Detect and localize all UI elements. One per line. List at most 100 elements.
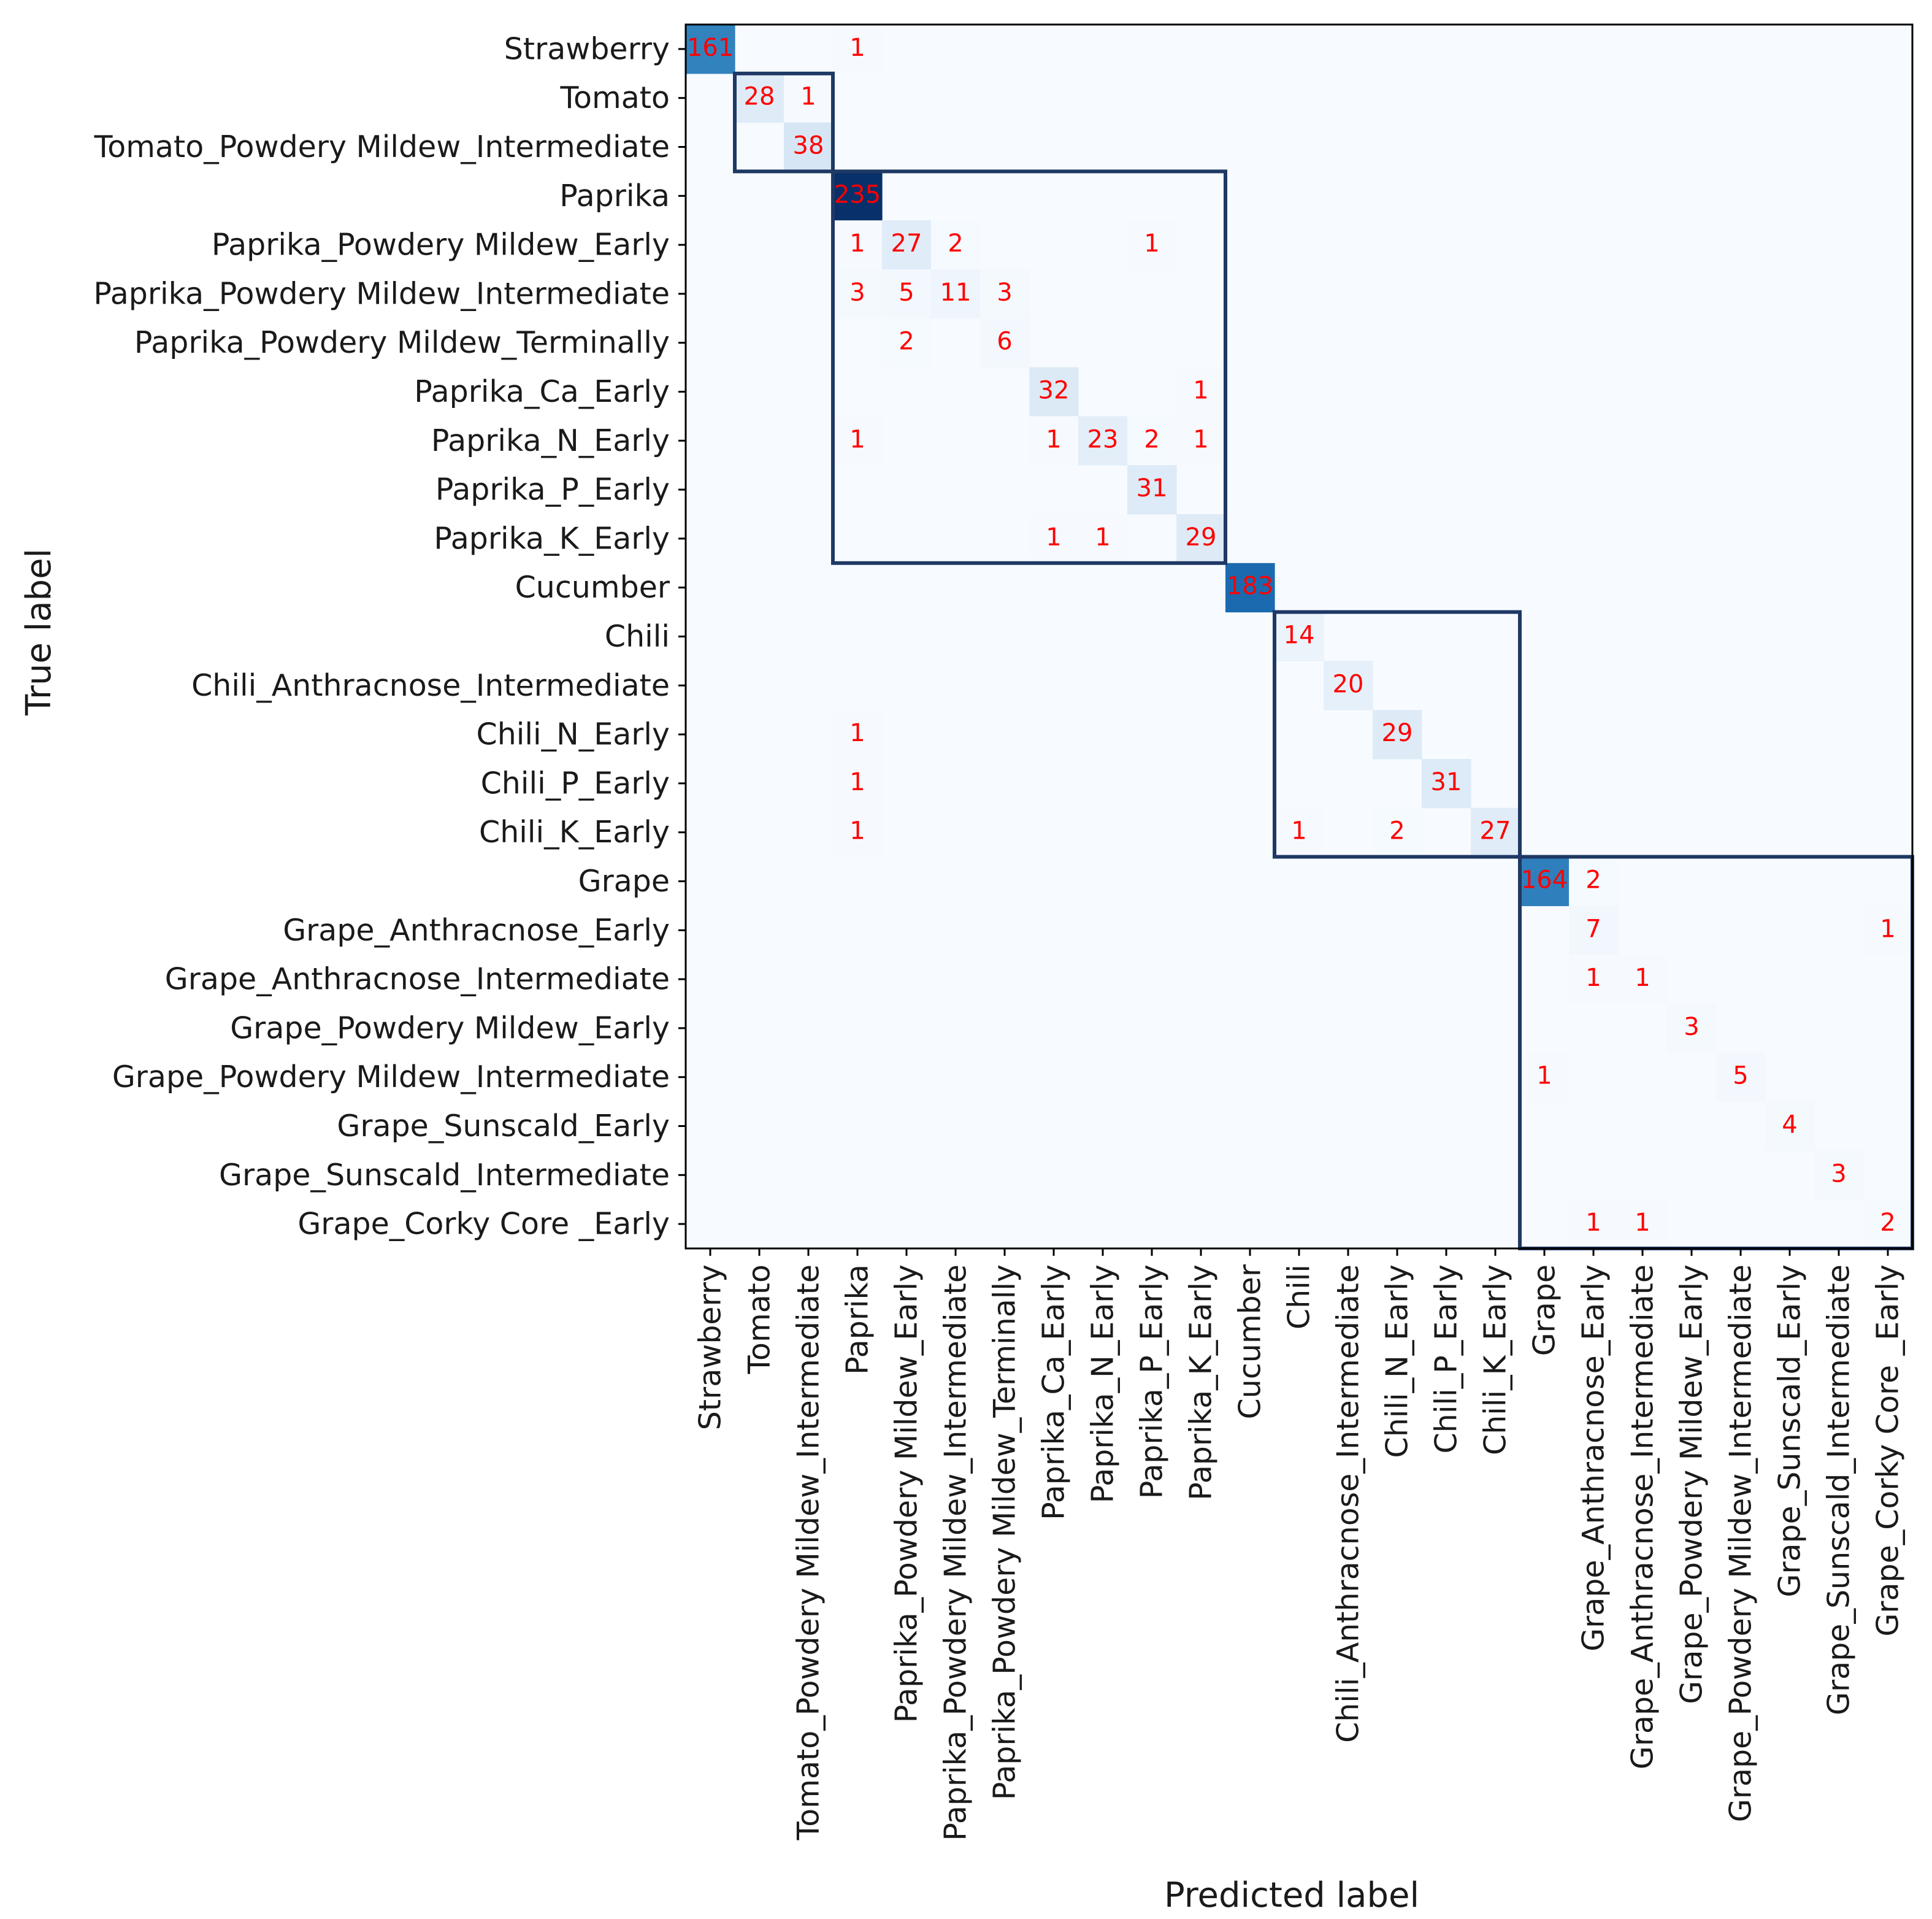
col-label-grape-powdery-mildew-early: Grape_Powdery Mildew_Early xyxy=(1674,1264,1709,1704)
cell-count-r8-c3: 1 xyxy=(849,425,865,453)
heatmap-cell-r14-c14 xyxy=(1373,710,1422,760)
cell-count-r17-c17: 164 xyxy=(1521,866,1568,894)
heatmap-cell-r0-c0 xyxy=(686,25,735,74)
heatmap-cell-r13-c13 xyxy=(1324,661,1373,710)
col-label-strawberry: Strawberry xyxy=(693,1264,728,1430)
cell-count-r22-c22: 4 xyxy=(1782,1111,1797,1139)
x-axis-ticks: Strawberry Tomato Tomato_Powdery Mildew_In… xyxy=(693,1248,1906,1841)
col-label-grape-sunscald-intermediate: Grape_Sunscald_Intermediate xyxy=(1822,1264,1857,1715)
heatmap-cell-r4-c3 xyxy=(833,220,883,270)
col-label-cucumber: Cucumber xyxy=(1233,1264,1268,1419)
heatmap-cell-r8-c9 xyxy=(1127,416,1177,466)
cell-count-r20-c20: 3 xyxy=(1684,1013,1699,1041)
cell-count-r16-c12: 1 xyxy=(1291,817,1306,845)
row-label-tomato-powdery-mildew-intermediate: Tomato_Powdery Mildew_Intermediate xyxy=(94,129,670,164)
col-label-tomato: Tomato xyxy=(742,1264,777,1375)
row-label-paprika-powdery-mildew-early: Paprika_Powdery Mildew_Early xyxy=(212,228,670,263)
row-label-chili-k-early: Chili_K_Early xyxy=(479,815,670,850)
col-label-chili-k-early: Chili_K_Early xyxy=(1478,1264,1513,1455)
heatmap-cell-r2-c2 xyxy=(784,122,834,172)
cell-count-r5-c3: 3 xyxy=(849,279,865,307)
heatmap-cell-r17-c18 xyxy=(1569,856,1619,906)
chili-group-box xyxy=(1273,610,1522,859)
heatmap-cell-r15-c15 xyxy=(1422,759,1471,809)
cell-count-r17-c18: 2 xyxy=(1585,866,1601,894)
row-label-grape-anthracnose-early: Grape_Anthracnose_Early xyxy=(283,913,670,948)
cell-count-r4-c4: 27 xyxy=(891,229,922,258)
heatmap-cell-r1-c1 xyxy=(735,73,784,123)
col-label-paprika-ca-early: Paprika_Ca_Early xyxy=(1037,1264,1071,1520)
row-label-paprika-powdery-mildew-terminally: Paprika_Powdery Mildew_Terminally xyxy=(134,325,670,360)
col-label-paprika-k-early: Paprika_K_Early xyxy=(1184,1264,1219,1501)
cell-count-r6-c6: 6 xyxy=(997,328,1012,356)
col-label-chili: Chili xyxy=(1282,1264,1317,1329)
cell-count-r14-c3: 1 xyxy=(849,719,865,747)
cell-count-r24-c24: 2 xyxy=(1880,1209,1895,1237)
row-label-paprika-powdery-mildew-intermediate: Paprika_Powdery Mildew_Intermediate xyxy=(93,276,670,311)
heatmap-cell-r5-c4 xyxy=(882,269,932,319)
cell-count-r19-c18: 1 xyxy=(1585,964,1601,992)
cell-count-r5-c5: 11 xyxy=(940,279,972,307)
cell-count-r8-c8: 23 xyxy=(1087,425,1119,453)
heatmap-cell-r16-c3 xyxy=(833,807,883,858)
heatmap-cells xyxy=(686,25,1913,1249)
row-label-paprika: Paprika xyxy=(559,179,670,213)
row-label-chili-n-early: Chili_N_Early xyxy=(476,717,670,752)
cell-count-r16-c3: 1 xyxy=(849,817,865,845)
cell-count-r5-c4: 5 xyxy=(899,279,914,307)
cell-count-r21-c21: 5 xyxy=(1733,1062,1748,1090)
col-label-grape-anthracnose-early: Grape_Anthracnose_Early xyxy=(1576,1264,1611,1652)
cell-count-r19-c19: 1 xyxy=(1635,964,1650,992)
row-label-tomato: Tomato xyxy=(559,80,670,115)
col-label-paprika-n-early: Paprika_N_Early xyxy=(1086,1264,1121,1503)
heatmap-cell-r4-c4 xyxy=(882,220,932,270)
heatmap-cell-r4-c9 xyxy=(1127,220,1177,270)
row-label-grape-sunscald-early: Grape_Sunscald_Early xyxy=(337,1109,670,1144)
cell-count-r12-c12: 14 xyxy=(1284,621,1315,650)
cell-count-r11-c11: 183 xyxy=(1227,572,1273,601)
heatmap-cell-r0-c3 xyxy=(833,25,883,74)
cell-count-r1-c2: 1 xyxy=(800,83,816,111)
col-label-chili-p-early: Chili_P_Early xyxy=(1429,1264,1464,1453)
heatmap-cell-r24-c24 xyxy=(1863,1199,1913,1249)
heatmap-cell-r24-c18 xyxy=(1569,1199,1619,1249)
cell-count-r10-c7: 1 xyxy=(1046,523,1061,552)
heatmap-cell-r5-c3 xyxy=(833,269,883,319)
row-label-grape-anthracnose-intermediate: Grape_Anthracnose_Intermediate xyxy=(165,962,670,997)
heatmap-cell-r23-c23 xyxy=(1814,1150,1864,1200)
row-label-grape-powdery-mildew-intermediate: Grape_Powdery Mildew_Intermediate xyxy=(112,1059,670,1094)
heatmap-cell-r3-c3 xyxy=(833,171,883,221)
col-label-grape-corky-core-early: Grape_Corky Core _Early xyxy=(1871,1264,1906,1637)
cell-count-r16-c16: 27 xyxy=(1480,817,1511,845)
col-label-chili-anthracnose-intermediate: Chili_Anthracnose_Intermediate xyxy=(1331,1264,1366,1743)
cell-count-r15-c3: 1 xyxy=(849,768,865,796)
col-label-paprika: Paprika xyxy=(840,1264,875,1375)
cell-count-r0-c0: 161 xyxy=(687,34,734,62)
cell-count-r6-c4: 2 xyxy=(899,328,914,356)
cell-count-r7-c10: 1 xyxy=(1193,377,1208,405)
col-label-grape-anthracnose-intermediate: Grape_Anthracnose_Intermediate xyxy=(1625,1264,1660,1769)
heatmap-cell-r19-c18 xyxy=(1569,955,1619,1004)
col-label-tomato-powdery-mildew-intermediate: Tomato_Powdery Mildew_Intermediate xyxy=(791,1264,826,1840)
heatmap-cell-r19-c19 xyxy=(1618,955,1668,1004)
col-label-paprika-powdery-mildew-terminally: Paprika_Powdery Mildew_Terminally xyxy=(987,1264,1022,1800)
cell-count-r13-c13: 20 xyxy=(1333,670,1364,698)
heatmap-cell-r12-c12 xyxy=(1275,612,1324,661)
heatmap-cell-r17-c17 xyxy=(1520,856,1570,906)
col-label-paprika-powdery-mildew-intermediate: Paprika_Powdery Mildew_Intermediate xyxy=(938,1264,973,1841)
col-label-grape: Grape xyxy=(1527,1264,1562,1356)
heatmap-cell-r11-c11 xyxy=(1225,563,1275,613)
paprika-group-box xyxy=(831,169,1227,565)
cell-count-r14-c14: 29 xyxy=(1382,719,1413,747)
cell-count-r1-c1: 28 xyxy=(744,83,775,111)
cell-count-r4-c3: 1 xyxy=(849,229,865,258)
x-axis-title: Predicted label xyxy=(1164,1875,1419,1915)
heatmap-cell-r15-c3 xyxy=(833,759,883,809)
heatmap-cell-r6-c4 xyxy=(882,318,932,368)
heatmap-cell-r16-c14 xyxy=(1373,807,1422,858)
cell-count-r18-c18: 7 xyxy=(1585,915,1601,943)
row-label-paprika-n-early: Paprika_N_Early xyxy=(431,423,670,458)
heatmap-cell-r5-c6 xyxy=(980,269,1030,319)
heatmap-cell-r7-c10 xyxy=(1176,367,1226,417)
cell-count-r24-c19: 1 xyxy=(1635,1209,1650,1237)
